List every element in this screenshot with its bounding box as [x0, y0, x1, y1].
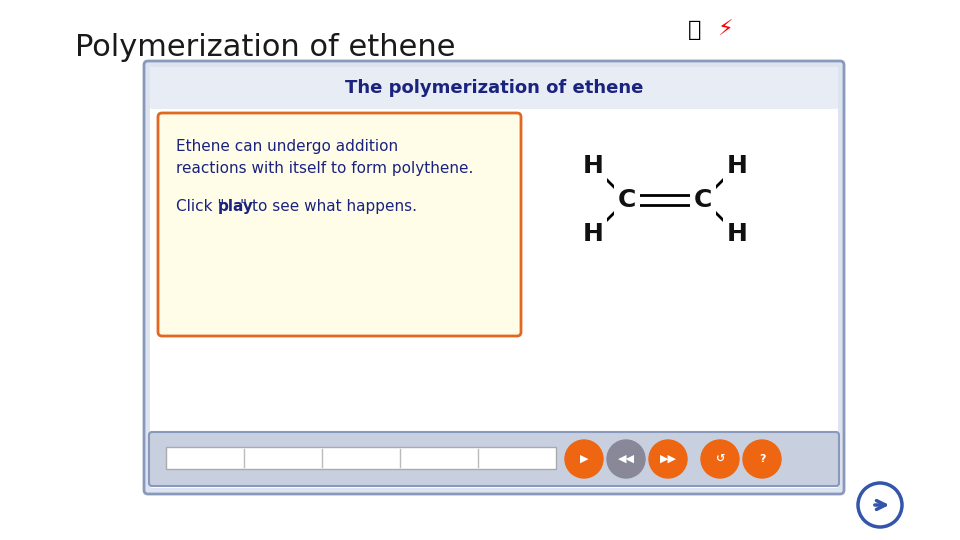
- Text: ◀◀: ◀◀: [617, 454, 635, 464]
- Text: H: H: [583, 154, 604, 178]
- Text: ?: ?: [758, 454, 765, 464]
- FancyBboxPatch shape: [158, 113, 521, 336]
- Text: H: H: [727, 154, 748, 178]
- Text: Click ": Click ": [176, 199, 225, 214]
- Text: Ethene can undergo addition: Ethene can undergo addition: [176, 139, 398, 154]
- Text: 📖: 📖: [688, 20, 702, 40]
- Bar: [166, 447, 556, 469]
- Text: reactions with itself to form polythene.: reactions with itself to form polythene.: [176, 161, 473, 176]
- Circle shape: [858, 483, 902, 527]
- Text: H: H: [583, 222, 604, 246]
- Text: ↺: ↺: [715, 454, 725, 464]
- Circle shape: [701, 440, 739, 478]
- FancyBboxPatch shape: [150, 67, 838, 109]
- Circle shape: [565, 440, 603, 478]
- Circle shape: [649, 440, 687, 478]
- FancyBboxPatch shape: [149, 432, 839, 486]
- FancyBboxPatch shape: [144, 61, 844, 494]
- Text: The polymerization of ethene: The polymerization of ethene: [345, 79, 643, 97]
- Text: C: C: [618, 188, 636, 212]
- Text: H: H: [727, 222, 748, 246]
- Text: ▶: ▶: [580, 454, 588, 464]
- Text: C: C: [694, 188, 712, 212]
- Text: play: play: [218, 199, 253, 214]
- Text: ⚡: ⚡: [717, 20, 732, 40]
- FancyBboxPatch shape: [150, 67, 838, 488]
- Text: Polymerization of ethene: Polymerization of ethene: [75, 33, 455, 63]
- Text: " to see what happens.: " to see what happens.: [240, 199, 417, 214]
- Circle shape: [743, 440, 781, 478]
- Circle shape: [607, 440, 645, 478]
- Text: ▶▶: ▶▶: [660, 454, 677, 464]
